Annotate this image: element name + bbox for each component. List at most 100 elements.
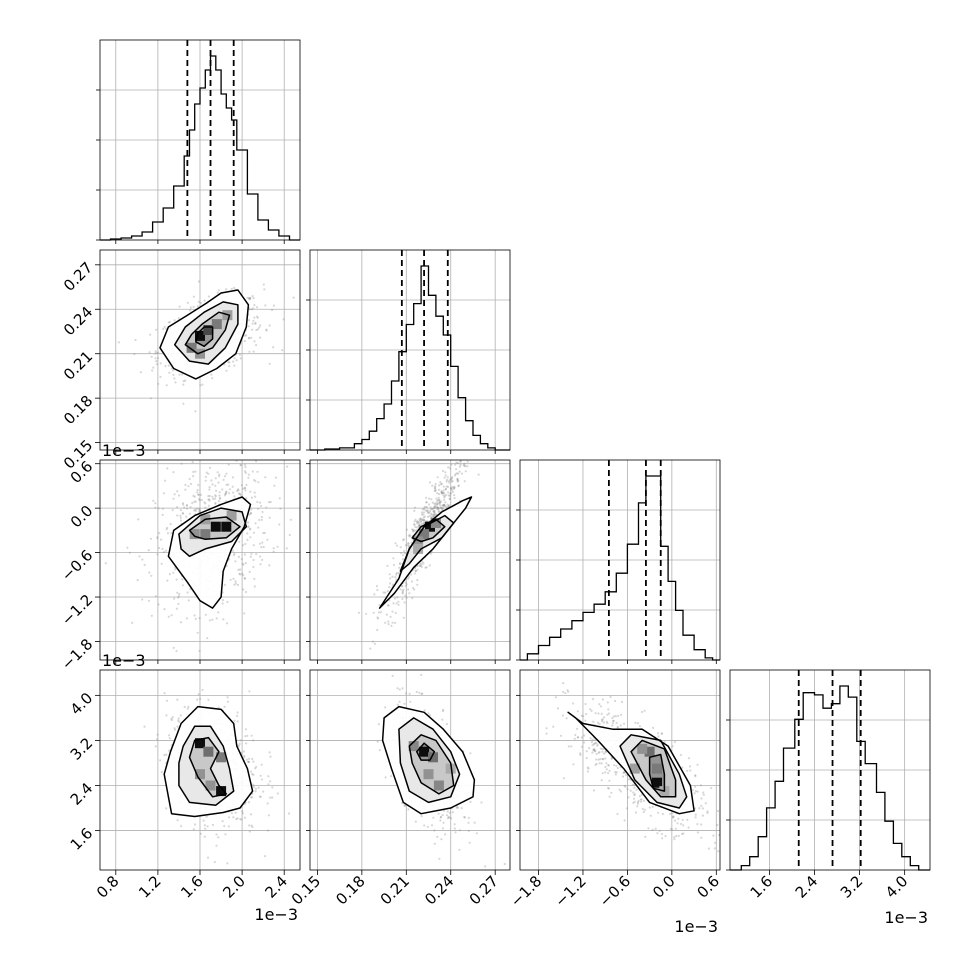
- pair-p1-p3-point: [185, 504, 188, 507]
- pair-p1-p4-point: [170, 718, 173, 722]
- pair-p1-p3-point: [244, 466, 247, 469]
- pair-p1-p4-point: [267, 775, 270, 778]
- pair-p2-p3-point: [438, 503, 441, 506]
- xtick-label-p3: −1.2: [551, 872, 589, 910]
- pair-p1-p3-point: [252, 565, 255, 569]
- pair-p3-p4-point: [673, 740, 677, 744]
- pair-p1-p4-point: [239, 739, 242, 742]
- pair-p2-p3-point: [422, 513, 425, 516]
- pair-p3-p4-point: [601, 747, 604, 751]
- pair-p2-p3-point: [466, 456, 468, 458]
- pair-p1-p4-point: [156, 733, 159, 736]
- pair-p2-p4-point: [446, 817, 450, 820]
- pair-p1-p3-point: [162, 550, 166, 554]
- pair-p1-p2-point: [182, 380, 185, 383]
- pair-p3-p4-point: [607, 787, 611, 790]
- pair-p3-p4-point: [594, 712, 597, 715]
- pair-p1-p2-contour-line: [159, 289, 250, 380]
- pair-p2-p3-point: [417, 521, 420, 525]
- pair-p3-p4-point: [713, 847, 716, 850]
- pair-p1-p3-point: [247, 476, 250, 479]
- pair-p1-p4-point: [250, 734, 253, 737]
- pair-p1-p4-point: [213, 860, 216, 864]
- pair-p3-p4-point: [656, 732, 660, 735]
- pair-p1-p3-point: [166, 467, 169, 470]
- pair-p1-p2-point: [171, 369, 175, 372]
- pair-p1-p3-point: [219, 497, 222, 500]
- pair-p2-p3-point: [445, 480, 448, 483]
- pair-p1-p4-point: [252, 785, 256, 789]
- pair-p1-p4-point: [241, 810, 244, 813]
- pair-p1-p3-point: [250, 508, 253, 511]
- pair-p1-p4-point: [206, 856, 210, 859]
- hist-p4-grid: [730, 670, 930, 870]
- pair-p2-p3-point: [441, 492, 444, 495]
- pair-p1-p3-point: [149, 537, 152, 540]
- pair-p1-p3-point: [194, 500, 197, 503]
- pair-p2-p3-point: [413, 523, 416, 526]
- pair-p2-p3-point: [408, 535, 412, 538]
- pair-p2-p3-point: [440, 491, 443, 494]
- pair-p2-p3-point: [423, 506, 426, 509]
- pair-p1-p4-point: [236, 714, 239, 718]
- pair-p1-p2-point: [156, 357, 160, 360]
- pair-p1-p4-point: [232, 816, 235, 819]
- pair-p2-p4-point: [409, 700, 412, 703]
- pair-p1-p4-point: [159, 759, 162, 762]
- pair-p2-p3-point: [412, 530, 415, 533]
- pair-p1-p3-point: [227, 483, 230, 486]
- pair-p1-p3-point: [260, 518, 263, 522]
- pair-p2-p3-point: [426, 515, 430, 519]
- pair-p1-p4-point: [230, 812, 233, 815]
- pair-p3-p4-point: [700, 823, 703, 826]
- pair-p3-p4-point: [675, 834, 678, 838]
- xtick-label-p4: 3.2: [837, 872, 867, 902]
- pair-p2-p4-point: [439, 816, 442, 819]
- pair-p1-p2-density-cell: [186, 342, 197, 353]
- pair-p2-p3-point: [443, 498, 446, 501]
- pair-p1-p3-point: [234, 560, 237, 563]
- pair-p1-p2-point: [248, 308, 252, 311]
- pair-p3-p4-point: [648, 806, 651, 809]
- pair-p1-p4-point: [217, 836, 220, 839]
- pair-p1-p3-point: [148, 571, 151, 574]
- pair-p2-p4-point: [469, 800, 472, 804]
- pair-p1-p3-point: [278, 497, 281, 500]
- pair-p3-p4-point: [567, 745, 570, 748]
- pair-p2-p3-point: [420, 519, 423, 522]
- pair-p2-p4-point: [469, 752, 472, 755]
- pair-p1-p3-point: [207, 498, 210, 501]
- pair-p1-p4-point: [199, 832, 202, 835]
- pair-p1-p3-point: [200, 498, 203, 502]
- pair-p3-p4-point: [635, 788, 638, 791]
- pair-p1-p3-point: [261, 558, 264, 562]
- pair-p1-p2-point: [203, 299, 206, 302]
- pair-p2-p3-point: [436, 506, 439, 509]
- pair-p1-p3-point: [192, 475, 195, 478]
- pair-p1-p2-point: [230, 287, 233, 290]
- pair-p1-p3-point: [254, 495, 257, 498]
- pair-p3-p4-point: [595, 752, 598, 756]
- pair-p3-p4-point: [602, 721, 606, 724]
- pair-p3-p4-point: [599, 747, 602, 750]
- pair-p1-p3-point: [178, 592, 181, 596]
- pair-p2-p3-point: [388, 586, 391, 589]
- pair-p3-p4-point: [591, 738, 594, 741]
- pair-p3-p4-point: [702, 791, 705, 794]
- pair-p3-p4-point: [701, 814, 705, 817]
- pair-p1-p2-point: [256, 315, 259, 318]
- pair-p3-p4-point: [598, 703, 601, 706]
- pair-p1-p3-point: [249, 527, 252, 530]
- pair-p1-p4-point: [269, 755, 272, 758]
- pair-p1-p2-point: [186, 301, 189, 304]
- pair-p1-p2-point: [264, 304, 267, 307]
- pair-p3-p4-point: [636, 722, 640, 725]
- pair-p2-p3-point: [448, 504, 451, 507]
- pair-p1-p3-point: [248, 528, 251, 531]
- pair-p1-p4-point: [211, 823, 214, 827]
- pair-p1-p3-point: [264, 476, 267, 479]
- pair-p2-p3-point: [401, 585, 404, 588]
- pair-p2-p3-point: [425, 505, 428, 509]
- pair-p3-p4-point: [637, 799, 640, 802]
- pair-p2-p3-point: [456, 480, 459, 483]
